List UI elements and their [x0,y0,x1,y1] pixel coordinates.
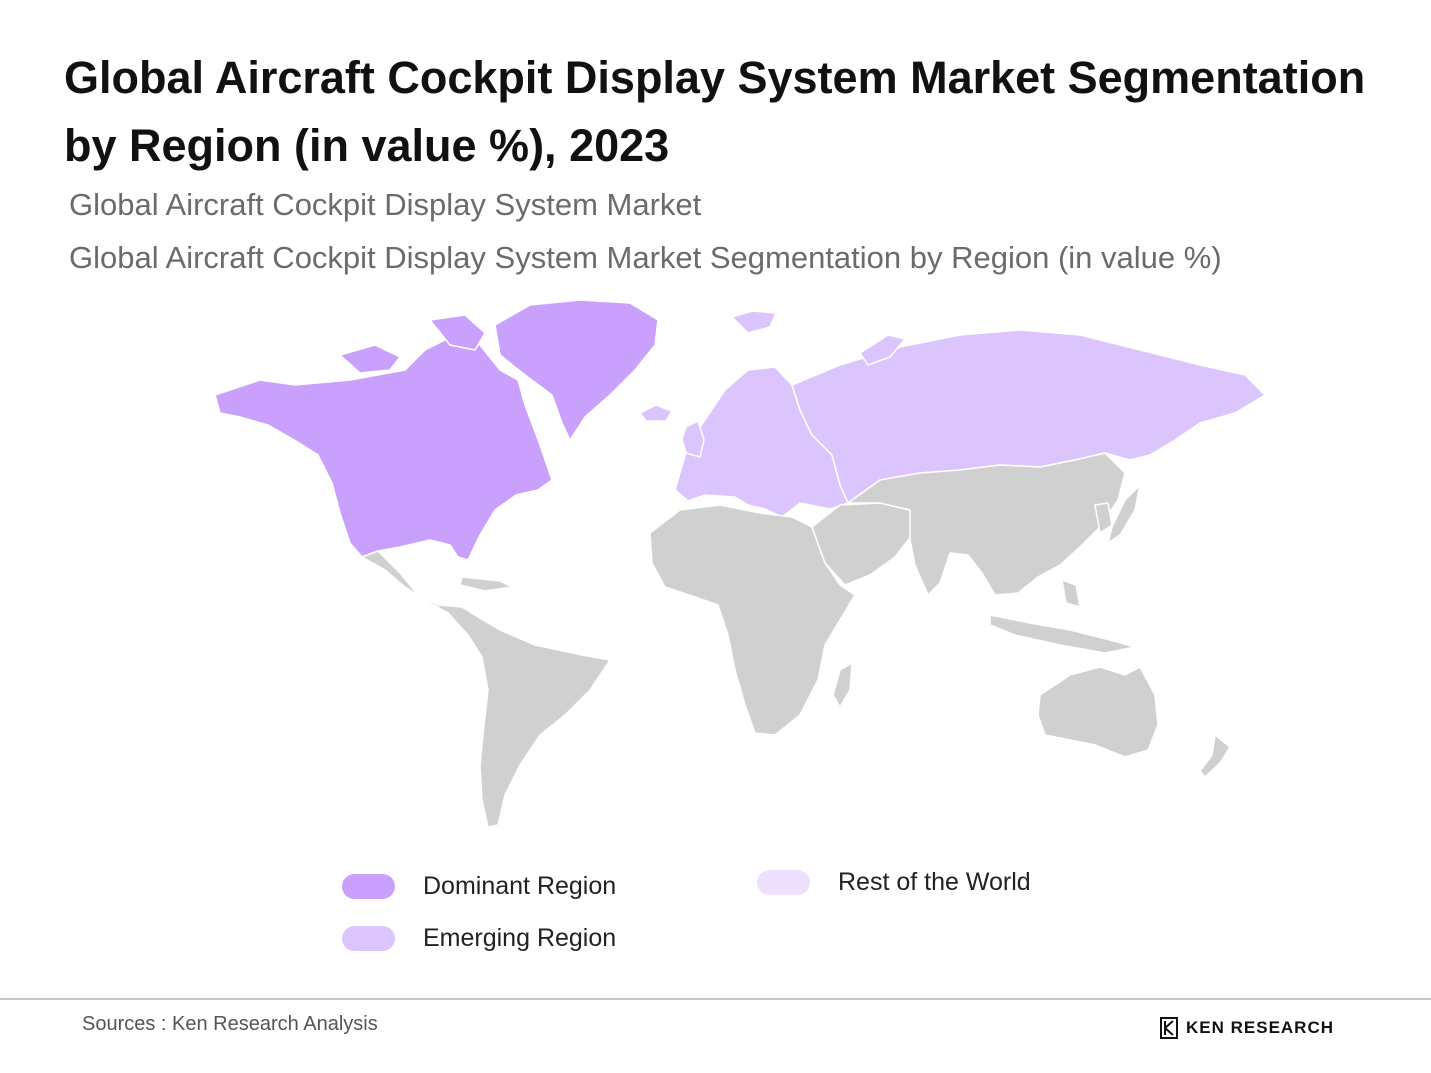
region-australia [1037,666,1159,758]
region-philippines [1061,579,1081,608]
region-latin-america [361,550,611,828]
region-madagascar [832,662,853,708]
region-new-zealand [1199,734,1231,778]
region-baffin-island [429,314,486,351]
region-caribbean [459,576,513,592]
region-arctic-islands [339,344,401,374]
subtitle-segmentation: Global Aircraft Cockpit Display System M… [69,240,1222,275]
source-note: Sources : Ken Research Analysis [82,1013,378,1035]
ken-research-logo-icon [1160,1017,1178,1039]
subtitle-market: Global Aircraft Cockpit Display System M… [69,187,702,222]
legend-label-rest-of-world: Rest of the World [838,867,1031,896]
region-japan [1107,484,1141,544]
legend-label-dominant: Dominant Region [423,871,617,900]
region-korea [1094,502,1113,534]
legend-item-rest-of-world: Rest of the World [757,862,1031,902]
brand-logo: KEN RESEARCH [1160,1017,1334,1039]
region-africa [649,504,856,736]
region-novaya-zemlya [859,334,906,366]
chart-title: Global Aircraft Cockpit Display System M… [64,52,1366,171]
world-map [214,299,1266,828]
legend-swatch-dominant [342,873,395,899]
region-iceland [639,404,673,422]
legend-swatch-emerging [342,925,395,951]
region-middle-east [811,502,913,586]
region-svalbard [731,310,777,334]
brand-name: KEN RESEARCH [1186,1018,1335,1037]
legend-swatch-rest-of-world [757,869,810,895]
legend-item-emerging: Emerging Region [342,918,616,958]
legend-label-emerging: Emerging Region [423,923,617,952]
region-greenland [494,299,659,441]
region-russia [791,329,1266,504]
legend-item-dominant: Dominant Region [342,866,616,906]
region-uk [681,420,705,458]
region-asia [847,452,1126,596]
footer-divider [0,998,1431,1000]
region-indonesia [989,614,1136,654]
region-north-america [214,334,553,561]
